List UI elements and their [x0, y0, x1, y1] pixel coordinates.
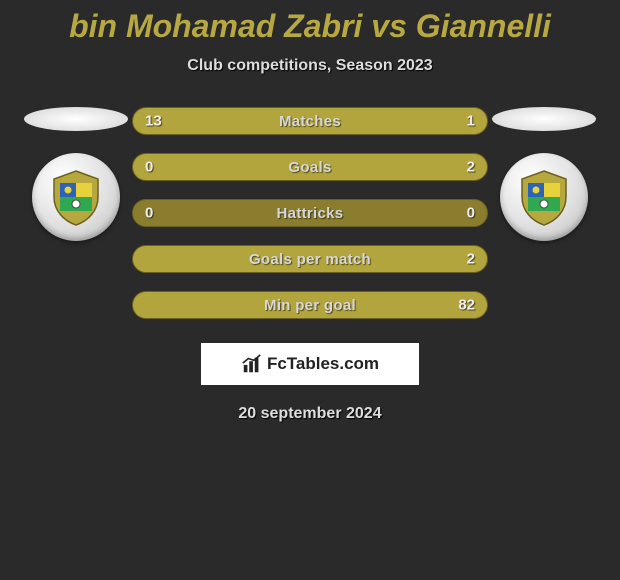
stat-value-right: 2: [467, 251, 475, 268]
stat-label: Matches: [279, 113, 341, 130]
player-b-photo-placeholder: [492, 107, 596, 131]
player-a-club-badge: [32, 153, 120, 241]
player-a-column: [20, 107, 132, 241]
stat-bar: Min per goal 82: [132, 291, 488, 319]
stat-bar: Goals per match 2: [132, 245, 488, 273]
club-crest-icon: [46, 167, 106, 227]
stat-value-left: 13: [145, 113, 162, 130]
stat-value-right: 2: [467, 159, 475, 176]
vs-label: vs: [371, 8, 407, 44]
stat-bar: 0 Goals 2: [132, 153, 488, 181]
brand-text: FcTables.com: [267, 354, 379, 374]
stat-bar: 0 Hattricks 0: [132, 199, 488, 227]
comparison-row: 13 Matches 1 0 Goals 2 0 Hattricks 0 Goals per ma…: [0, 107, 620, 319]
comparison-infographic: bin Mohamad Zabri vs Giannelli Club comp…: [0, 0, 620, 447]
stat-value-right: 82: [458, 297, 475, 314]
subtitle: Club competitions, Season 2023: [187, 57, 432, 75]
stat-bar: 13 Matches 1: [132, 107, 488, 135]
stat-value-left: 0: [145, 159, 153, 176]
stat-value-right: 1: [467, 113, 475, 130]
stat-value-right: 0: [467, 205, 475, 222]
date-line: 20 september 2024: [238, 405, 381, 423]
stat-label: Hattricks: [277, 205, 344, 222]
brand-badge: FcTables.com: [201, 343, 419, 385]
club-crest-icon: [514, 167, 574, 227]
stat-value-left: 0: [145, 205, 153, 222]
stat-label: Min per goal: [264, 297, 356, 314]
player-a-photo-placeholder: [24, 107, 128, 131]
stat-bars: 13 Matches 1 0 Goals 2 0 Hattricks 0 Goals per ma…: [132, 107, 488, 319]
bar-chart-icon: [241, 353, 263, 375]
player-b-column: [488, 107, 600, 241]
player-b-club-badge: [500, 153, 588, 241]
stat-label: Goals: [288, 159, 331, 176]
page-title: bin Mohamad Zabri vs Giannelli: [69, 8, 551, 45]
player-a-name: bin Mohamad Zabri: [69, 8, 362, 44]
player-b-name: Giannelli: [416, 8, 551, 44]
stat-label: Goals per match: [249, 251, 371, 268]
